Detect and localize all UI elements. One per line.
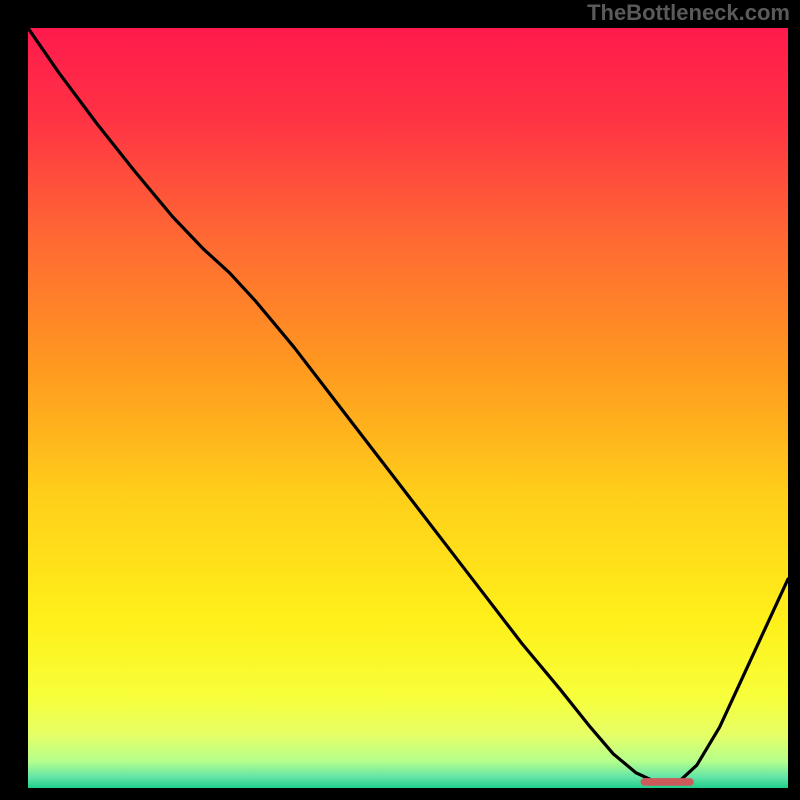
optimal-marker — [641, 778, 694, 786]
chart-container: { "watermark": { "text": "TheBottleneck.… — [0, 0, 800, 800]
plot-area — [28, 28, 788, 788]
watermark-label: TheBottleneck.com — [587, 0, 790, 26]
bottleneck-curve — [28, 28, 788, 788]
